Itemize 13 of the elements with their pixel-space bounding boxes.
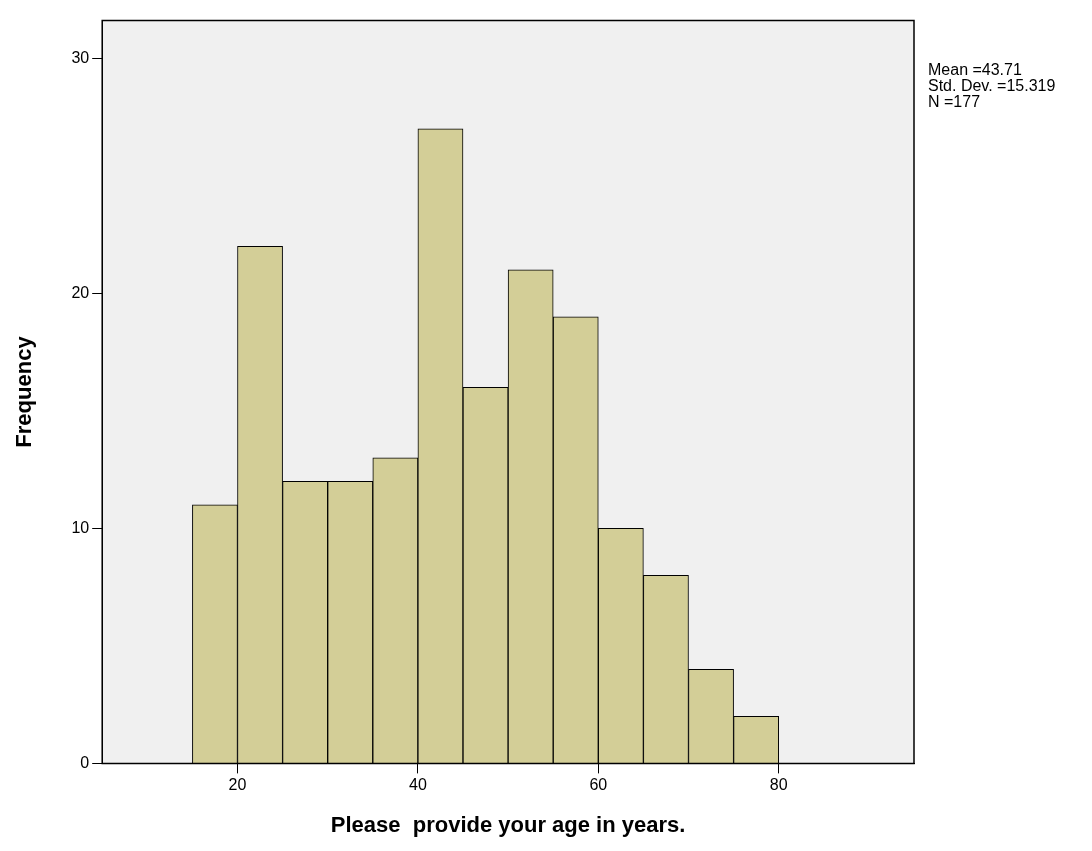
y-tick-label: 30 (71, 48, 90, 66)
y-tick-label: 10 (71, 518, 90, 536)
text: N =177 (928, 93, 981, 111)
x-tick-label: 20 (228, 776, 247, 794)
text: Std. Dev. =15.319 (928, 77, 1056, 95)
x-tick-label: 80 (769, 776, 788, 794)
text: Mean =43.71 (928, 61, 1022, 79)
y-axis-title: Frequency (11, 335, 37, 448)
x-tick-label: 60 (589, 776, 608, 794)
x-tick-label: 40 (409, 776, 427, 794)
y-tick-label: 20 (71, 283, 90, 301)
x-axis-title: Please provide your age in years. (330, 811, 686, 837)
y-tick-label: 0 (80, 753, 90, 771)
